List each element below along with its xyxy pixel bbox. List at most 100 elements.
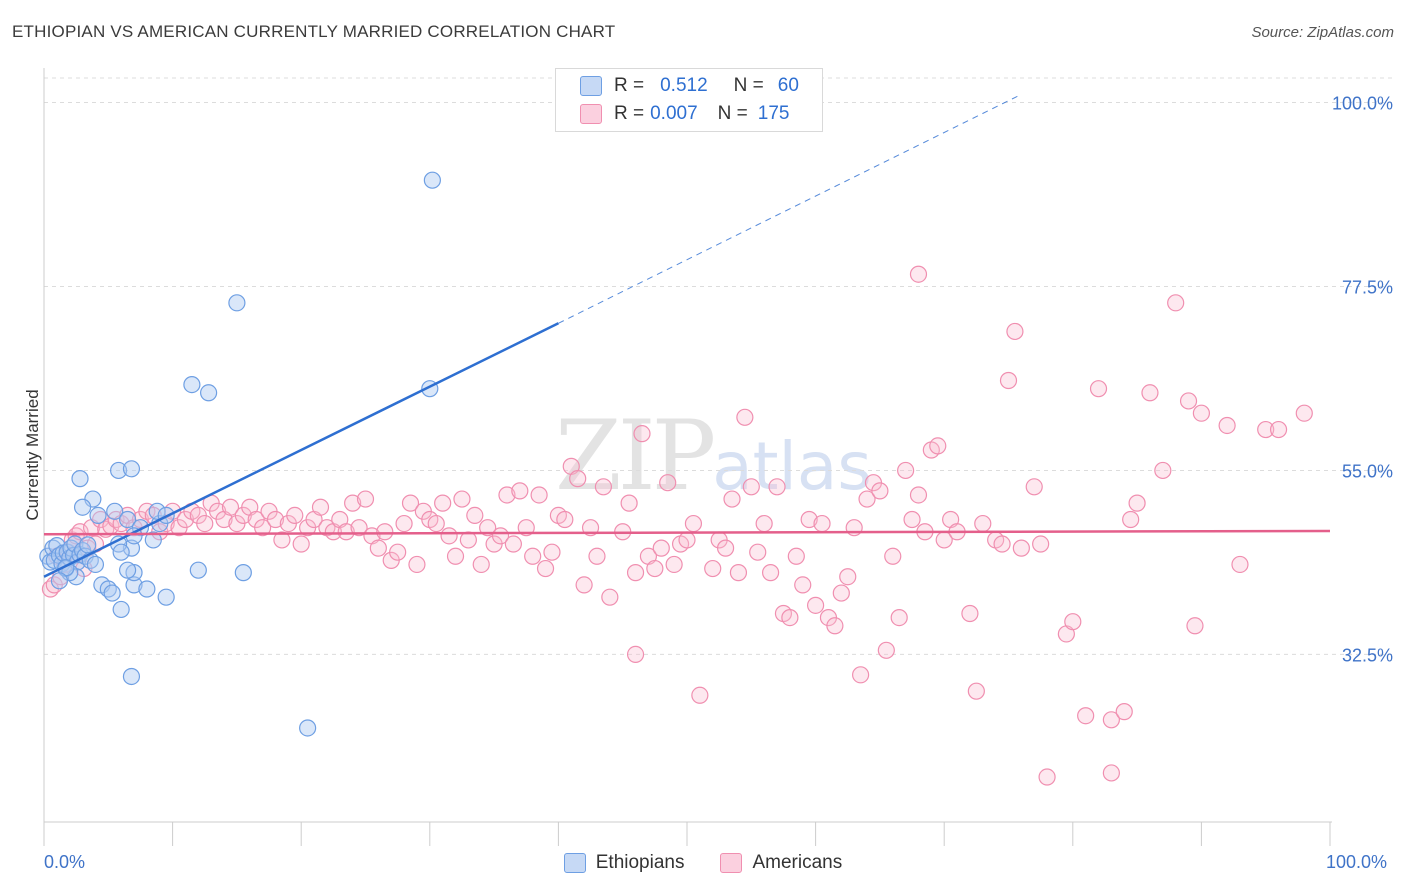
pink-swatch-icon — [720, 853, 743, 873]
american-point — [633, 425, 651, 443]
american-point — [877, 641, 895, 659]
ethiopian-point — [118, 561, 137, 579]
american-point — [897, 461, 915, 480]
american-point — [1192, 404, 1211, 422]
american-point — [787, 547, 805, 565]
american-point — [1089, 380, 1108, 398]
american-point — [742, 478, 760, 496]
chart-title: ETHIOPIAN VS AMERICAN CURRENTLY MARRIED … — [12, 22, 616, 41]
ethiopian-point — [200, 384, 218, 402]
american-point — [1179, 392, 1198, 410]
y-tick-label: 32.5% — [1342, 645, 1393, 665]
american-point — [1295, 404, 1313, 422]
ethiopian-point — [189, 561, 207, 579]
american-point — [729, 564, 748, 582]
american-point — [929, 437, 947, 455]
american-point — [517, 519, 535, 537]
american-point — [1167, 294, 1185, 312]
american-point — [684, 514, 703, 533]
american-point — [292, 535, 310, 553]
american-point — [395, 514, 413, 533]
american-point — [903, 510, 921, 529]
american-point — [839, 568, 857, 586]
american-point — [401, 494, 420, 512]
american-point — [1115, 703, 1133, 721]
american-point — [781, 609, 799, 627]
pink-swatch-icon — [580, 104, 602, 124]
legend-n-value: 175 — [757, 103, 790, 124]
american-point — [427, 514, 445, 533]
correlation-legend: R = 0.512 N = 60 R = 0.007 N = 175 — [555, 68, 823, 132]
american-point — [909, 486, 928, 504]
american-point — [967, 682, 985, 700]
american-point — [254, 519, 272, 537]
ethiopian-point — [71, 470, 89, 488]
ethiopian-point — [112, 600, 130, 619]
legend-n-label: N = — [733, 75, 764, 96]
american-point — [1038, 768, 1056, 786]
american-point — [626, 645, 645, 663]
american-point — [472, 555, 490, 574]
american-point — [1006, 322, 1024, 341]
ethiopian-point — [112, 543, 130, 561]
ethiopian-point — [106, 502, 124, 520]
american-point — [768, 478, 786, 496]
american-point — [337, 523, 355, 541]
american-point — [723, 490, 741, 508]
american-point — [504, 535, 522, 553]
y-tick-label: 100.0% — [1332, 94, 1393, 114]
american-point — [1012, 539, 1030, 557]
ethiopian-point — [423, 171, 441, 189]
american-point — [961, 604, 979, 623]
american-point — [1122, 510, 1140, 529]
american-point — [620, 494, 638, 512]
american-point — [569, 470, 587, 488]
american-point — [1032, 535, 1050, 553]
american-point — [1257, 420, 1275, 439]
ethiopian-point — [144, 531, 162, 549]
x-tick-min: 0.0% — [44, 852, 86, 872]
american-point — [466, 506, 484, 525]
american-point — [691, 686, 709, 704]
ethiopian-point — [183, 375, 201, 394]
source-label: Source: ZipAtlas.com — [1251, 24, 1394, 41]
ethiopian-point — [86, 555, 105, 574]
american-point — [1154, 461, 1172, 480]
ethiopian-point — [148, 502, 166, 520]
american-point — [704, 559, 722, 578]
american-point — [530, 486, 548, 504]
legend-label-ethiopians: Ethiopians — [595, 852, 685, 873]
american-point — [659, 474, 677, 492]
ethiopian-point — [138, 580, 156, 598]
american-point — [594, 478, 613, 496]
legend-n-value: 60 — [777, 75, 799, 96]
american-point — [646, 559, 664, 578]
ethiopian-point — [157, 588, 175, 606]
ethiopian-point — [103, 584, 121, 602]
american-trend-line — [43, 529, 1331, 536]
american-point — [832, 584, 850, 602]
american-point — [755, 514, 773, 533]
american-point — [1186, 617, 1204, 635]
american-point — [993, 535, 1011, 553]
ethiopian-point — [228, 294, 246, 312]
american-point — [376, 523, 394, 541]
american-point — [350, 519, 368, 537]
american-point — [575, 576, 593, 594]
ethiopian-point — [125, 576, 143, 594]
ethiopian-point — [109, 461, 128, 480]
american-point — [196, 514, 214, 533]
american-point — [511, 482, 529, 500]
american-point — [453, 490, 471, 508]
american-point — [761, 564, 780, 582]
american-point — [479, 519, 497, 537]
american-point — [652, 539, 670, 557]
ethiopian-point — [122, 460, 141, 478]
american-point — [556, 510, 574, 529]
american-point — [536, 559, 555, 578]
american-point — [498, 486, 516, 504]
series-legend: Ethiopians Americans — [0, 852, 1406, 874]
y-tick-label: 55.0% — [1342, 461, 1393, 481]
american-point — [601, 588, 619, 606]
